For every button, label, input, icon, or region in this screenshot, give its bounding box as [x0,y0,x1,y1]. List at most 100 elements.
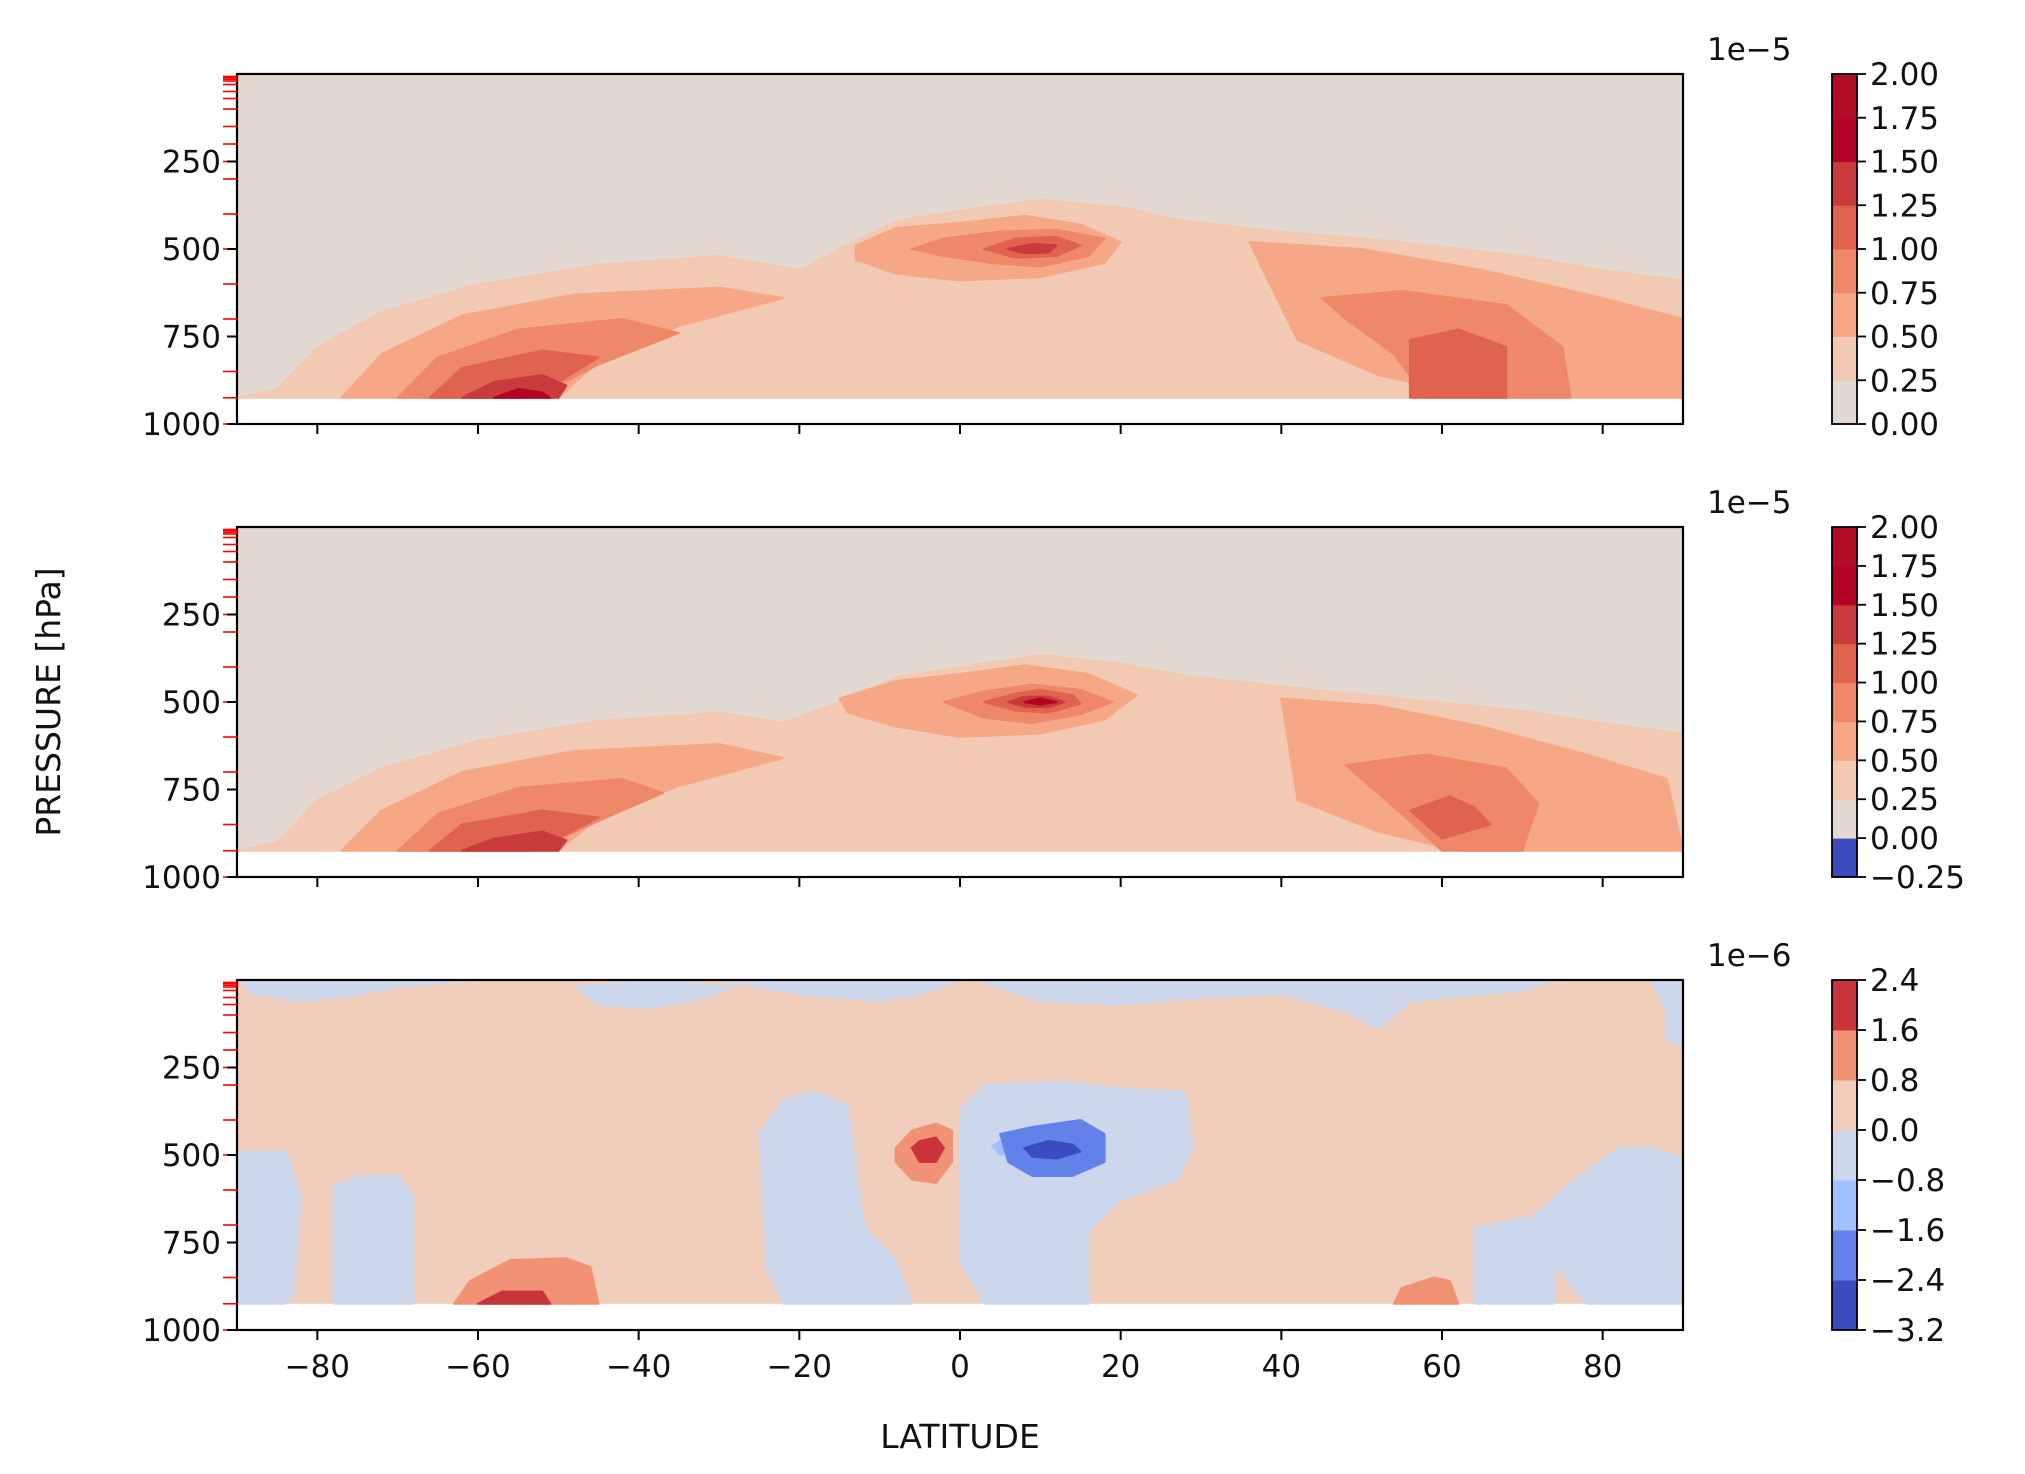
y-tick-label: 1000 [142,860,221,896]
contour-region [332,1175,415,1305]
colorbar-segment [1832,721,1857,761]
colorbar-tick-label: 0.50 [1870,320,1939,356]
colorbar-segment [1832,249,1857,294]
colorbar-tick-label: −0.25 [1870,860,1965,896]
colorbar-segment [1832,527,1857,567]
colorbar: 2.001.751.501.251.000.750.500.250.00−0.2… [1707,485,1965,896]
colorbar-tick-label: 0.25 [1870,782,1939,818]
colorbar-offset-label: 1e−5 [1707,485,1792,521]
colorbar-segment [1832,565,1857,606]
colorbar-tick-label: 1.75 [1870,101,1939,137]
y-tick-label: 250 [162,598,221,634]
colorbar-segment [1832,1130,1857,1181]
colorbar-tick-label: 1.00 [1870,232,1939,268]
x-tick-label: 40 [1262,1349,1301,1385]
contour-region [975,980,1556,1030]
contour-region [718,980,961,1002]
colorbar-tick-label: −2.4 [1870,1263,1945,1299]
colorbar-segment [1832,74,1857,119]
contour-region [1408,795,1492,840]
colorbar-segment [1832,1180,1857,1231]
contour-field [237,74,1683,399]
colorbar-tick-label: −3.2 [1870,1313,1945,1349]
x-tick-label: 20 [1101,1349,1140,1385]
colorbar-tick-label: 1.25 [1870,188,1939,224]
contour-region [1392,1276,1460,1305]
y-tick-label: 1000 [142,407,221,443]
colorbar-tick-label: 0.00 [1870,821,1939,857]
contour-field [237,980,1683,1305]
y-tick-label: 750 [162,1226,221,1262]
y-tick-label: 250 [162,145,221,181]
colorbar-tick-label: 1.00 [1870,666,1939,702]
contour-region [910,1136,945,1163]
colorbar-tick-label: 0.0 [1870,1113,1919,1149]
colorbar-segment [1832,380,1857,425]
colorbar-tick-label: −1.6 [1870,1213,1945,1249]
x-tick-label: 80 [1583,1349,1622,1385]
x-tick-label: 60 [1422,1349,1461,1385]
y-tick-label: 500 [162,1138,221,1174]
y-tick-label: 1000 [142,1313,221,1349]
contour-region [758,1091,913,1305]
panel-bottom: 250 500 750 1000 −80 −60 −40 −20 0 20 40 60 80 2.4 1.6… [142,938,1945,1385]
colorbar-offset-label: 1e−5 [1707,32,1792,68]
colorbar-segment [1832,1030,1857,1081]
colorbar-tick-label: 2.00 [1870,510,1939,546]
colorbar-segment [1832,1230,1857,1281]
colorbar-tick-label: 1.50 [1870,145,1939,181]
colorbar-tick-label: 1.75 [1870,549,1939,585]
colorbar-segment [1832,980,1857,1031]
contour-region [493,388,552,399]
colorbar: 2.00 1.75 1.50 1.25 1.00 0.75 0.50 0.25 0.00 1e−5 [1707,32,1939,443]
colorbar-segment [1832,205,1857,250]
contour-region [477,1290,552,1305]
colorbar: 2.4 1.6 0.8 0.0 −0.8 −1.6 −2.4 −3.2 1e−6 [1707,938,1945,1349]
colorbar-tick-label: 1.50 [1870,588,1939,624]
colorbar-segment [1832,117,1857,162]
colorbar-frame [1831,979,1858,1331]
contour-region [1649,980,1683,1048]
colorbar-tick-label: 1.25 [1870,627,1939,663]
colorbar-segment [1832,838,1857,878]
colorbar-tick-label: 0.00 [1870,407,1939,443]
x-tick-label: −20 [767,1349,832,1385]
colorbar-segment [1832,292,1857,337]
contour-region [1007,242,1058,255]
colorbar-tick-label: 0.25 [1870,363,1939,399]
y-tick-label: 500 [162,685,221,721]
x-tick-label: 0 [950,1349,970,1385]
colorbar-tick-label: 0.75 [1870,276,1939,312]
contour-region [237,980,479,1002]
contour-region [237,1150,303,1305]
x-tick-label: −40 [606,1349,671,1385]
contour-region [452,1257,600,1305]
y-tick-label: 500 [162,232,221,268]
colorbar-segment [1832,336,1857,381]
y-axis-label: PRESSURE [hPa] [29,567,68,836]
colorbar-offset-label: 1e−6 [1707,938,1792,974]
colorbar-segment [1832,643,1857,684]
colorbar-frame [1831,526,1858,878]
colorbar-segment [1832,161,1857,206]
colorbar-segment [1832,760,1857,800]
colorbar-tick-label: 2.4 [1870,963,1919,999]
contour-region [1023,1140,1082,1160]
colorbar-tick-label: −0.8 [1870,1163,1945,1199]
contour-region [460,830,568,852]
colorbar-tick-label: 1.6 [1870,1013,1919,1049]
y-tick-label: 750 [162,773,221,809]
colorbar-segment [1832,1080,1857,1131]
colorbar-segment [1832,682,1857,722]
colorbar-segment [1832,604,1857,645]
colorbar-tick-label: 0.8 [1870,1063,1919,1099]
contour-region [573,980,737,1009]
contour-region [1521,1147,1683,1305]
colorbar-segment [1832,799,1857,839]
colorbar-segment [1832,1280,1857,1331]
y-tick-label: 250 [162,1051,221,1087]
panel-middle: 250 500 750 1000 2.001.751.501.251.000.750.5… [142,485,1965,896]
panel-top: 250 500 750 1000 2.00 1.75 1.50 1.25 1.00 0.75 0.5… [142,32,1939,443]
x-tick-label: −60 [445,1349,510,1385]
